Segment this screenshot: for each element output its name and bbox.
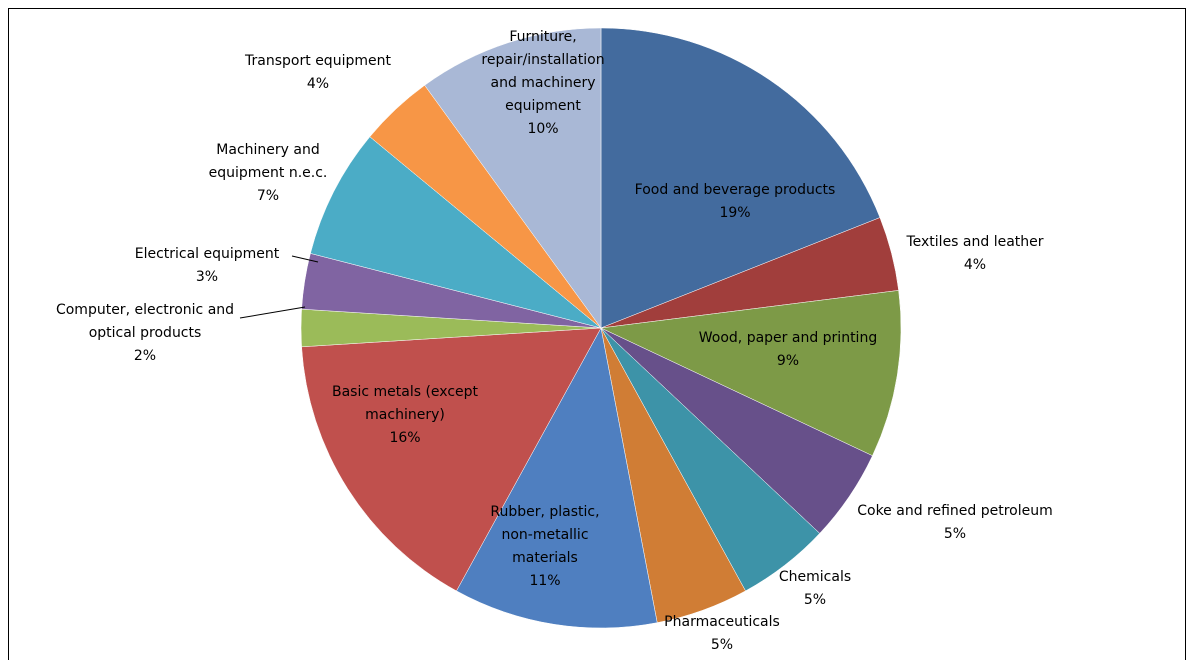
category-label: Furniture, repair/installation and machi… <box>481 29 605 114</box>
pie-slice <box>310 136 602 329</box>
category-label: Wood, paper and printing <box>698 330 878 346</box>
pie-slice <box>600 290 902 457</box>
pie-slice <box>600 27 881 329</box>
value-label: 5% <box>943 526 967 542</box>
slice-label: Textiles and leather 4% <box>885 231 1065 277</box>
category-label: Chemicals <box>778 569 852 585</box>
value-label: 5% <box>803 592 827 608</box>
slice-label: Chemicals 5% <box>755 566 875 612</box>
category-label: Rubber, plastic, non-metallic materials <box>490 504 600 566</box>
slice-label: Furniture, repair/installation and machi… <box>481 26 606 141</box>
category-label: Basic metals (except machinery) <box>331 384 479 423</box>
slice-label: Rubber, plastic, non-metallic materials 1… <box>480 501 610 593</box>
slice-label: Computer, electronic and optical product… <box>45 299 245 368</box>
value-label: 19% <box>719 205 751 221</box>
category-label: Pharmaceuticals <box>664 614 780 630</box>
value-label: 4% <box>306 76 330 92</box>
slice-label: Food and beverage products 19% <box>605 179 865 225</box>
category-label: Textiles and leather <box>906 234 1044 250</box>
value-label: 16% <box>389 430 421 446</box>
pie-slice <box>456 327 658 629</box>
leader-line <box>291 255 319 263</box>
leader-line <box>239 306 306 319</box>
slice-label: Coke and refined petroleum 5% <box>825 500 1085 546</box>
pie-slice <box>424 27 602 329</box>
slice-label: Pharmaceuticals 5% <box>642 611 802 657</box>
value-label: 9% <box>776 353 800 369</box>
slice-label: Wood, paper and printing 9% <box>673 327 903 373</box>
pie-slice <box>301 327 602 592</box>
category-label: Machinery and equipment n.e.c. <box>208 142 328 181</box>
slice-label: Machinery and equipment n.e.c. 7% <box>193 139 343 208</box>
slice-label: Electrical equipment 3% <box>117 243 297 289</box>
slice-label: Transport equipment 4% <box>228 50 408 96</box>
value-label: 7% <box>256 188 280 204</box>
value-label: 3% <box>195 269 219 285</box>
category-label: Transport equipment <box>245 53 391 69</box>
frame <box>8 8 1186 660</box>
value-label: 5% <box>710 637 734 653</box>
value-label: 11% <box>529 573 561 589</box>
value-label: 2% <box>133 348 157 364</box>
category-label: Computer, electronic and optical product… <box>55 302 235 341</box>
value-label: 4% <box>963 257 987 273</box>
category-label: Coke and refined petroleum <box>857 503 1053 519</box>
slice-label: Basic metals (except machinery) 16% <box>315 381 495 450</box>
category-label: Electrical equipment <box>134 246 280 262</box>
value-label: 10% <box>527 121 559 137</box>
category-label: Food and beverage products <box>634 182 836 198</box>
